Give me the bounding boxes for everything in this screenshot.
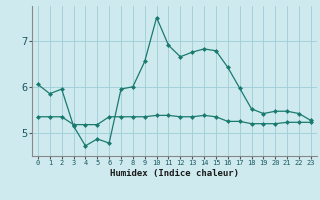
X-axis label: Humidex (Indice chaleur): Humidex (Indice chaleur) xyxy=(110,169,239,178)
